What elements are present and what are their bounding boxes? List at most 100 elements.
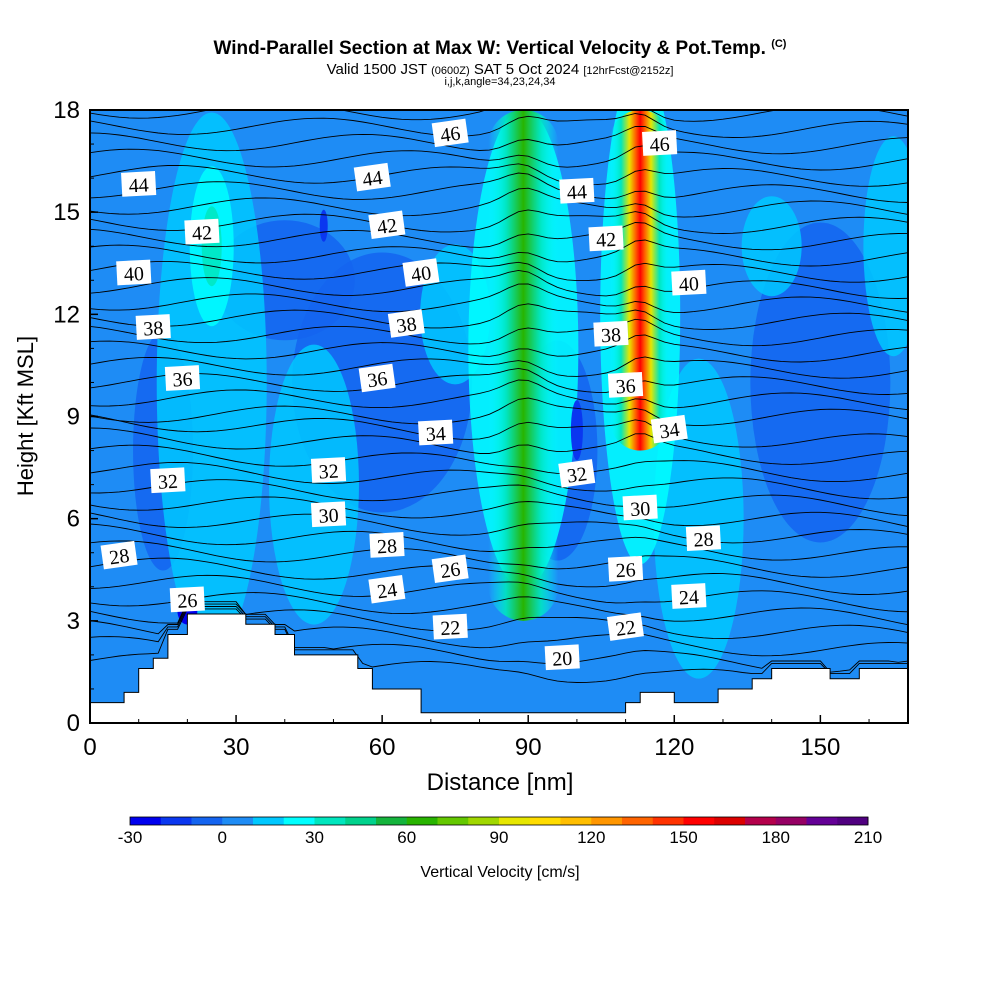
contour-label: 24 (671, 583, 707, 610)
contour-label-text: 38 (600, 324, 621, 347)
colorbar-tick-label: 0 (218, 828, 227, 847)
contour-label: 22 (606, 612, 644, 641)
contour-label-text: 20 (552, 648, 573, 671)
x-tick-label: 90 (515, 734, 542, 761)
y-tick-label: 12 (53, 301, 80, 328)
isentrope (90, 414, 908, 448)
contour-label: 26 (607, 555, 644, 582)
contour-label-box (358, 363, 396, 393)
contour-label-box (387, 309, 425, 338)
contour-label-text: 24 (376, 579, 399, 604)
colorbar-tick-label: 150 (669, 828, 697, 847)
isentrope (90, 461, 908, 500)
colorbar-tick-label: -30 (118, 828, 143, 847)
x-tick-label: 150 (800, 734, 840, 761)
contour-label-text: 44 (361, 167, 384, 192)
colorbar-tick-label: 90 (490, 828, 509, 847)
contour-label-box (431, 554, 469, 584)
contour-label-box (544, 644, 580, 671)
isentrope (90, 318, 908, 347)
contour-label-box (685, 525, 722, 551)
colorbar-swatch (652, 817, 684, 825)
contour-label-box (402, 258, 440, 287)
contour-label-text: 40 (410, 262, 433, 287)
contour-label-text: 38 (395, 313, 418, 338)
contour-label-text: 24 (678, 586, 699, 609)
contour-label-box (116, 259, 152, 286)
contour-label-box (368, 210, 406, 240)
isentrope (90, 379, 908, 411)
contour-label-box (369, 532, 405, 558)
contour-label-box (607, 371, 644, 398)
isentrope (90, 574, 908, 613)
contour-label-text: 22 (614, 616, 637, 641)
colorbar-swatch (468, 817, 500, 825)
colorbar-swatch (622, 817, 654, 825)
velocity-region (570, 400, 583, 461)
contour-label: 44 (559, 177, 595, 204)
contour-label: 34 (650, 414, 688, 444)
contour-label: 40 (116, 259, 152, 286)
chart-title-text: Wind-Parallel Section at Max W: Vertical… (213, 38, 766, 59)
contour-label-box (671, 269, 707, 296)
contour-label: 42 (368, 210, 406, 240)
contour-label: 40 (671, 269, 707, 296)
contour-label: 36 (164, 365, 201, 392)
contour-label-text: 28 (108, 545, 131, 570)
velocity-region (863, 136, 908, 357)
isentrope (90, 113, 908, 138)
contour-label-box (558, 459, 596, 488)
subtitle-valid: Valid 1500 JST (326, 61, 427, 78)
contour-label-text: 42 (191, 222, 212, 245)
isentrope (90, 523, 908, 561)
colorbar-swatch (806, 817, 838, 825)
x-tick-label: 120 (654, 734, 694, 761)
x-axis: 0 30 60 90 120 150 (83, 715, 870, 761)
velocity-region (741, 196, 802, 297)
colorbar-swatch (683, 817, 715, 825)
terrain (90, 613, 908, 723)
isentrope (90, 260, 908, 283)
colorbar-label: Vertical Velocity [cm/s] (420, 864, 580, 881)
colorbar-swatch (130, 817, 162, 825)
contour-label-box (432, 613, 468, 640)
x-tick-label: 30 (223, 734, 250, 761)
isentrope (90, 592, 908, 626)
contour-label: 28 (100, 540, 138, 570)
contour-label-text: 36 (366, 368, 389, 393)
contour-label-box (135, 314, 171, 340)
contour-label-text: 32 (157, 471, 178, 494)
contour-label: 32 (150, 467, 186, 494)
x-tick-label: 0 (83, 734, 96, 761)
contour-label: 22 (432, 613, 468, 640)
contour-label: 42 (588, 225, 624, 252)
contour-label-box (559, 177, 595, 204)
contour-label-box (588, 225, 624, 252)
colorbar-tick-label: 60 (397, 828, 416, 847)
contour-label-text: 32 (566, 463, 589, 488)
contour-label-text: 40 (678, 273, 699, 296)
contour-label: 30 (310, 501, 347, 528)
contour-label-box (650, 414, 688, 444)
contour-label-text: 46 (649, 134, 670, 157)
isentrope (90, 496, 908, 528)
contour-label: 36 (358, 363, 396, 393)
chart-title-suffix: (C) (771, 38, 787, 50)
isentrope (90, 557, 908, 595)
contour-label-box (431, 118, 469, 148)
isentrope (90, 512, 908, 544)
isentrope (90, 601, 908, 640)
contour-label-box (593, 320, 629, 347)
contour-labels: 46 46 44 44 44 42 42 42 40 40 40 38 38 38 36 36 36 34 34 32… (100, 118, 722, 671)
contour-label-text: 28 (377, 535, 398, 558)
contour-label-text: 34 (658, 419, 681, 444)
colorbar: -30 0 30 60 90 120 150 180 210 (118, 816, 882, 847)
contour-label-text: 44 (128, 174, 149, 197)
y-tick-label: 9 (67, 404, 80, 431)
contour-label-box (606, 612, 644, 641)
contour-label-box (184, 218, 220, 245)
contour-label: 34 (418, 419, 454, 446)
isentrope (90, 239, 908, 267)
contour-label-box (100, 540, 138, 570)
